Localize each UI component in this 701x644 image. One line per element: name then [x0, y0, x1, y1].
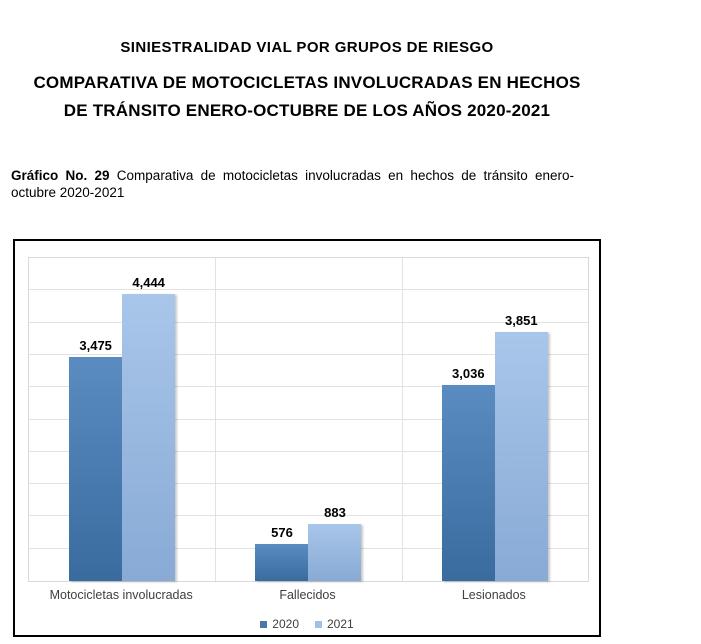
- report-subtitle: COMPARATIVA DE MOTOCICLETAS INVOLUCRADAS…: [11, 69, 603, 125]
- category-column-2: 3,036 3,851: [402, 258, 588, 581]
- bar-group-2020: 576: [255, 525, 309, 581]
- category-column-1: 576 883: [215, 258, 401, 581]
- gridline-horizontal: [29, 418, 588, 420]
- bar-group-2021: 3,851: [494, 313, 548, 581]
- bar-2021-1: [308, 523, 362, 581]
- figure-caption-line2: octubre 2020-2021: [11, 185, 125, 200]
- report-subtitle-line2: DE TRÁNSITO ENERO-OCTUBRE DE LOS AÑOS 20…: [63, 101, 551, 120]
- bar-group-2020: 3,475: [69, 338, 123, 581]
- value-label-2020-0: 3,475: [79, 337, 112, 353]
- value-label-2020-2: 3,036: [452, 365, 485, 381]
- legend-marker-icon-2020: [260, 620, 268, 628]
- gridline-horizontal: [29, 321, 588, 323]
- figure-caption-label: Gráfico No. 29: [11, 168, 110, 183]
- category-label-2: Lesionados: [461, 588, 526, 602]
- bar-group-2021: 4,444: [122, 275, 176, 581]
- report-subtitle-line1: COMPARATIVA DE MOTOCICLETAS INVOLUCRADAS…: [33, 73, 581, 92]
- figure-caption: Gráfico No. 29 Comparativa de motociclet…: [11, 167, 603, 201]
- chart-figure: 3,475 4,444 576 883 3,036 3,851 Motocicletas …: [13, 239, 601, 637]
- legend-label-2020: 2020: [272, 617, 299, 631]
- bar-2020-0: [69, 356, 123, 581]
- value-label-2021-2: 3,851: [505, 313, 538, 329]
- gridline-horizontal: [29, 483, 588, 485]
- figure-caption-line1: Gráfico No. 29 Comparativa de motociclet…: [11, 167, 603, 184]
- gridline-horizontal: [29, 515, 588, 517]
- bar-2021-2: [494, 332, 548, 581]
- bar-columns: 3,475 4,444 576 883 3,036 3,851: [29, 258, 588, 581]
- chart-legend: 2020 2021: [15, 617, 599, 631]
- legend-label-2021: 2021: [327, 617, 354, 631]
- gridline-vertical: [401, 258, 403, 581]
- value-label-2020-1: 576: [271, 524, 293, 540]
- legend-item-2020: 2020: [260, 617, 299, 631]
- bar-2020-1: [255, 543, 309, 581]
- bar-group-2020: 3,036: [441, 366, 495, 581]
- gridline-horizontal: [29, 450, 588, 452]
- category-label-0: Motocicletas involucradas: [49, 588, 193, 602]
- gridline-horizontal: [29, 289, 588, 291]
- report-title: SINIESTRALIDAD VIAL POR GRUPOS DE RIESGO: [120, 39, 494, 56]
- legend-marker-icon-2021: [315, 620, 322, 628]
- bar-2020-2: [441, 384, 495, 581]
- category-label-1: Fallecidos: [279, 588, 336, 602]
- bar-group-2021: 883: [308, 505, 362, 581]
- gridline-horizontal: [29, 353, 588, 355]
- gridline-vertical: [215, 258, 217, 581]
- gridline-horizontal: [29, 386, 588, 388]
- bar-2021-0: [122, 293, 176, 581]
- plot-area: 3,475 4,444 576 883 3,036 3,851: [28, 257, 589, 582]
- category-axis: Motocicletas involucradas Fallecidos Lesio…: [28, 588, 587, 602]
- figure-caption-text: Comparativa de motocicletas involucradas…: [116, 168, 575, 183]
- legend-item-2021: 2021: [315, 617, 354, 631]
- value-label-2021-1: 883: [324, 504, 346, 520]
- value-label-2021-0: 4,444: [132, 274, 165, 290]
- category-column-0: 3,475 4,444: [29, 258, 215, 581]
